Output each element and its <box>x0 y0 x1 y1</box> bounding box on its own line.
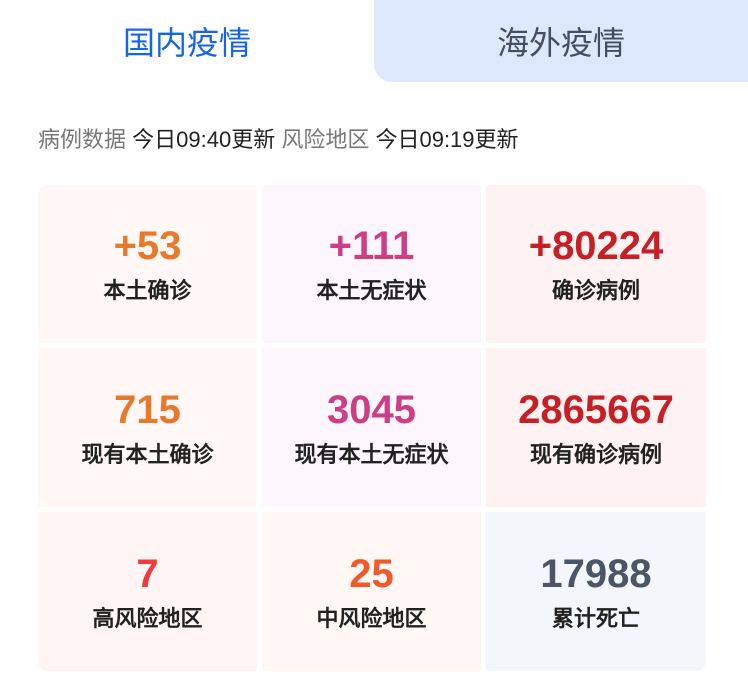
tab-bar: 国内疫情 海外疫情 <box>0 0 748 82</box>
stat-label: 本土确诊 <box>103 278 192 303</box>
stat-card[interactable]: +80224 确诊病例 <box>486 185 706 343</box>
stat-value: 2865667 <box>518 387 674 432</box>
stat-card[interactable]: 7 高风险地区 <box>38 512 257 671</box>
stat-label: 现有确诊病例 <box>529 441 662 467</box>
tab-overseas[interactable]: 海外疫情 <box>374 0 748 82</box>
case-data-label: 病例数据 <box>38 127 127 152</box>
stat-card[interactable]: 25 中风险地区 <box>262 512 481 671</box>
stat-card[interactable]: 2865667 现有确诊病例 <box>486 348 706 507</box>
tab-domestic[interactable]: 国内疫情 <box>0 0 374 82</box>
risk-area-label: 风险地区 <box>281 127 370 152</box>
stat-value: 17988 <box>540 551 652 596</box>
stat-value: +53 <box>113 224 182 268</box>
case-update-time: 今日09:40更新 <box>132 127 276 152</box>
stat-value: 715 <box>114 387 181 432</box>
stat-label: 现有本土无症状 <box>294 441 449 467</box>
stats-grid: +53 本土确诊 +111 本土无症状 +80224 确诊病例 715 现有本土确诊 3045 现… <box>38 185 706 671</box>
stat-value: +80224 <box>528 224 664 268</box>
update-info: 病例数据 今日09:40更新 风险地区 今日09:19更新 <box>38 122 519 154</box>
stat-card[interactable]: 17988 累计死亡 <box>486 512 706 671</box>
stat-value: +111 <box>328 224 415 268</box>
stat-label: 累计死亡 <box>551 605 640 631</box>
stat-card[interactable]: 3045 现有本土无症状 <box>262 348 481 507</box>
stat-label: 本土无症状 <box>316 278 427 303</box>
stat-value: 3045 <box>327 387 416 432</box>
stat-label: 现有本土确诊 <box>81 441 214 467</box>
stat-card[interactable]: +111 本土无症状 <box>262 185 481 343</box>
risk-update-time: 今日09:19更新 <box>375 127 519 152</box>
stat-card[interactable]: +53 本土确诊 <box>38 185 257 343</box>
stat-value: 25 <box>349 551 394 596</box>
stat-label: 中风险地区 <box>316 605 427 631</box>
stat-card[interactable]: 715 现有本土确诊 <box>38 348 257 507</box>
stat-label: 高风险地区 <box>92 605 203 631</box>
stat-label: 确诊病例 <box>551 278 640 303</box>
stat-value: 7 <box>136 551 159 596</box>
